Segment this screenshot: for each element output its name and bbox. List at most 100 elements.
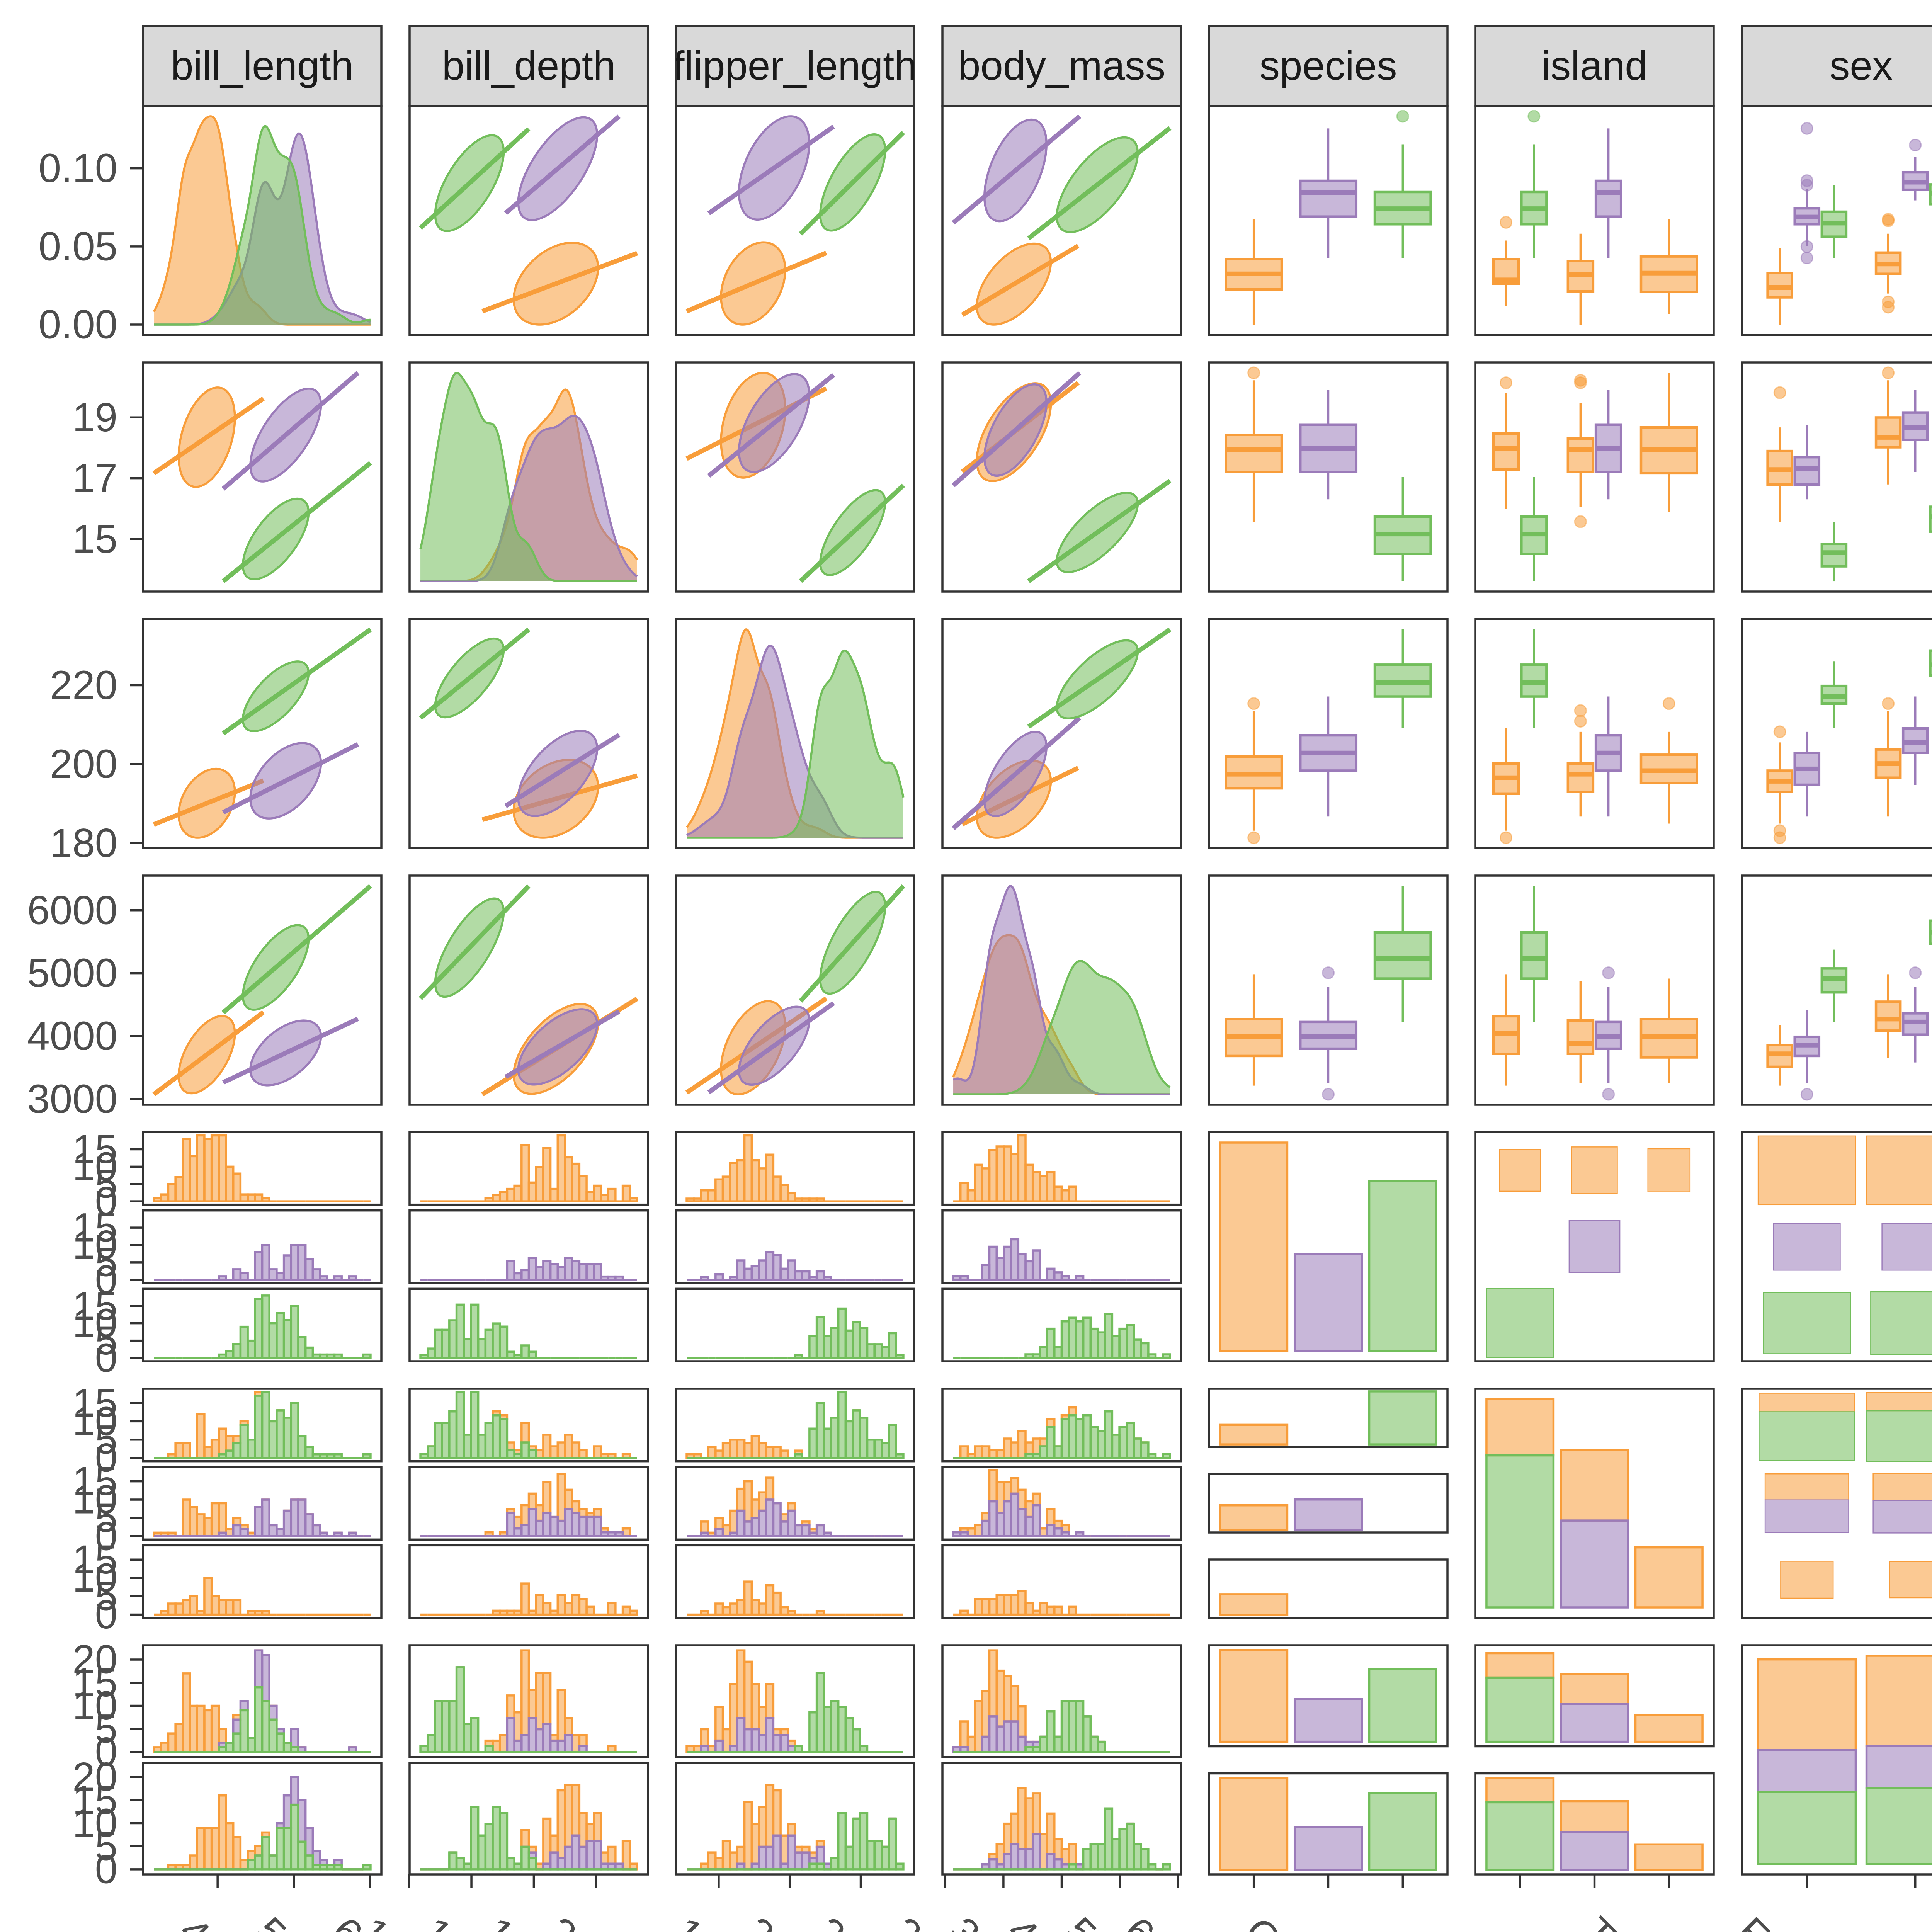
- boxplot: [1820, 522, 1848, 582]
- histogram-bar: [1133, 1338, 1142, 1359]
- histogram-bar: [1126, 1422, 1135, 1459]
- histogram-bar: [685, 1197, 695, 1202]
- panel-border: [142, 1131, 383, 1206]
- histogram-bar: [247, 1850, 256, 1861]
- histogram-bar: [837, 1307, 847, 1359]
- histogram-bar: [210, 1704, 220, 1753]
- histogram-bar: [578, 1515, 588, 1537]
- histogram-bar: [808, 1335, 818, 1359]
- histogram-bar: [520, 1344, 530, 1359]
- histogram-bar: [506, 1694, 515, 1719]
- histogram-bar: [801, 1197, 811, 1202]
- histogram-bar: [254, 1649, 264, 1689]
- strip-background: [675, 25, 915, 107]
- histogram-bar: [535, 1166, 544, 1202]
- count-tile: [1889, 1561, 1932, 1599]
- top-strip: bill_length: [142, 25, 383, 107]
- boxplot: [1520, 110, 1548, 258]
- density-panel: [941, 874, 1182, 1106]
- histogram-bar: [167, 1732, 177, 1753]
- histogram-bar: [1010, 1153, 1020, 1202]
- histogram-bar: [549, 1515, 559, 1537]
- panel-border: [675, 1644, 915, 1758]
- histogram-bar: [556, 1689, 566, 1742]
- histogram-bar: [750, 1517, 760, 1537]
- histogram-bar: [607, 1187, 617, 1202]
- histogram-bar: [455, 1391, 465, 1459]
- boxplot: [1929, 505, 1932, 533]
- histogram-bar: [297, 1799, 307, 1843]
- regression-line: [481, 251, 638, 314]
- histogram-bar: [585, 1840, 595, 1871]
- histogram-bar: [455, 1666, 465, 1753]
- box: [1793, 456, 1821, 486]
- histogram-panel: [408, 1388, 649, 1463]
- histogram-bar: [765, 1717, 775, 1753]
- histogram-bar: [1010, 1238, 1020, 1281]
- panel-border: [142, 1644, 383, 1758]
- histogram-bar: [721, 1175, 731, 1202]
- y-tick-label: 5: [95, 1824, 117, 1869]
- regression-line: [1027, 628, 1172, 729]
- regression-line: [152, 396, 265, 475]
- histogram-bar: [743, 1442, 753, 1459]
- panel-marks: [1219, 1649, 1437, 1743]
- histogram-bar: [513, 1739, 523, 1753]
- panel-border: [675, 1762, 915, 1876]
- histogram-bar: [498, 1812, 509, 1871]
- panel-marks: [1219, 1593, 1289, 1616]
- panel-marks: [685, 1649, 903, 1753]
- panel-marks: [1766, 366, 1932, 582]
- histogram-bar: [520, 1649, 530, 1736]
- panel-marks: [153, 1134, 371, 1202]
- density-line: [687, 649, 905, 839]
- top-strip: sex: [1741, 25, 1932, 107]
- histogram-bar: [1162, 1863, 1171, 1871]
- histogram-bar: [881, 1845, 890, 1871]
- scatter-panel: [408, 874, 649, 1106]
- bar-segment: [1634, 1546, 1704, 1609]
- boxplot: [1492, 974, 1520, 1086]
- bar-segment: [1293, 1253, 1363, 1352]
- histogram-bar: [959, 1609, 969, 1616]
- boxplot: [1373, 477, 1432, 582]
- histogram-bar: [535, 1672, 544, 1731]
- bar-segment: [1865, 1655, 1932, 1747]
- histogram-bar: [282, 1417, 293, 1459]
- boxplot: [1820, 185, 1848, 258]
- histogram-bar: [1046, 1267, 1056, 1281]
- bar-panel: [1474, 1388, 1715, 1619]
- histogram-bar: [506, 1260, 515, 1281]
- panel-border: [1741, 1388, 1932, 1619]
- panel-marks: [952, 1649, 1170, 1753]
- histogram-bar: [815, 1672, 825, 1753]
- outlier-point: [1773, 725, 1786, 738]
- density-area: [953, 886, 1170, 1095]
- histogram-series: [687, 1307, 905, 1359]
- y-tick-label: 10: [72, 1223, 117, 1268]
- panel-border: [675, 874, 915, 1106]
- strip-label-area: flipper_length: [676, 43, 914, 88]
- top-strip: flipper_length: [675, 25, 915, 107]
- bar-segment: [1485, 1676, 1555, 1743]
- y-tick-label: 5: [95, 1417, 117, 1462]
- histogram-bar: [585, 1605, 595, 1616]
- histogram-bar: [1010, 1685, 1020, 1723]
- bar-segment: [1560, 1673, 1629, 1705]
- panel-border: [1208, 874, 1449, 1106]
- histogram-bar: [779, 1449, 789, 1459]
- histogram-bar: [1031, 1171, 1041, 1202]
- histogram-bar: [629, 1197, 638, 1202]
- histogram-panel: [675, 1544, 915, 1619]
- histogram-bar: [254, 1845, 264, 1857]
- histogram-bar: [239, 1709, 249, 1753]
- density-panel: [675, 618, 915, 849]
- bar-panel: [1474, 1644, 1715, 1748]
- panel-marks: [1492, 629, 1698, 844]
- histogram-bar: [794, 1197, 803, 1202]
- histogram-bar: [743, 1520, 753, 1537]
- histogram-bar: [1126, 1822, 1135, 1871]
- panel-border: [1474, 874, 1715, 1106]
- outlier-point: [1527, 110, 1541, 123]
- regression-line: [707, 1001, 835, 1094]
